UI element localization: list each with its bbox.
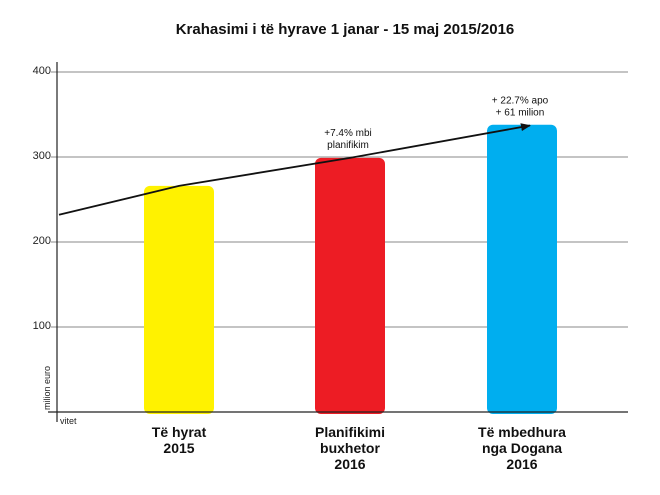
- category-label: 2016: [334, 456, 365, 472]
- annotation-text: + 61 milion: [496, 108, 545, 119]
- chart-title: Krahasimi i të hyrave 1 janar - 15 maj 2…: [176, 21, 515, 38]
- annotation-text: + 22.7% apo: [492, 96, 549, 107]
- bar: [144, 185, 214, 414]
- y-tick-labels: 100 200 300 400: [33, 65, 51, 332]
- bar: [487, 124, 557, 414]
- category-label: Të mbedhura: [478, 424, 566, 440]
- category-label: 2016: [506, 456, 537, 472]
- annotation-text: +7.4% mbi: [324, 128, 372, 139]
- category-label: Të hyrat: [152, 424, 207, 440]
- y-tick-label: 400: [33, 65, 51, 77]
- y-axis-label: milion euro: [42, 366, 52, 410]
- annotation-text: planifikim: [327, 140, 369, 151]
- category-label: buxhetor: [320, 440, 380, 456]
- y-tick-label: 100: [33, 320, 51, 332]
- trend-line: [58, 123, 531, 216]
- y-tick-label: 200: [33, 235, 51, 247]
- trend-arrow: [58, 123, 531, 216]
- bars: [144, 124, 557, 414]
- bar: [315, 157, 385, 414]
- category-label: 2015: [163, 440, 194, 456]
- category-label: nga Dogana: [482, 440, 562, 456]
- axes: [48, 62, 628, 422]
- y-tick-label: 300: [33, 150, 51, 162]
- category-label: Planifikimi: [315, 424, 385, 440]
- x-axis-label: vitet: [60, 416, 77, 426]
